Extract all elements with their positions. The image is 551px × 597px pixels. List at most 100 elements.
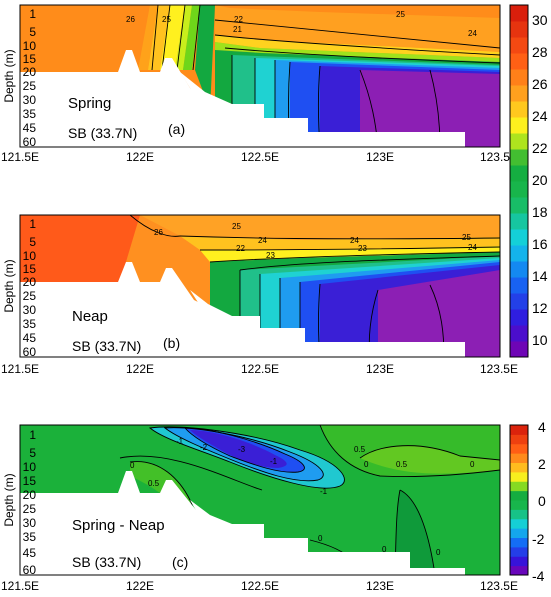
colorbar-tick-label: 22 bbox=[532, 140, 548, 156]
x-tick-label: 123.5E bbox=[480, 579, 518, 593]
panel-b-field: 26 25 24 24 25 23 22 23 24 bbox=[20, 215, 500, 357]
y-tick-label: 25 bbox=[23, 502, 37, 516]
colorbar-tick-label: 20 bbox=[532, 172, 548, 188]
y-tick-label: 35 bbox=[23, 107, 37, 121]
contour-label: 24 bbox=[468, 243, 477, 252]
contour-label: 0.5 bbox=[148, 479, 160, 488]
x-tick-label: 122E bbox=[126, 579, 154, 593]
y-tick-label: 1 bbox=[29, 428, 36, 442]
panel-c-field: -1 -2 -3 -1 0 0.5 0.5 0 -1 0.5 0 0 0 0 bbox=[20, 425, 500, 575]
colorbar-temperature: 10 12 14 16 18 20 22 24 26 28 30 bbox=[509, 4, 548, 358]
y-axis-title: Depth (m) bbox=[2, 49, 16, 102]
y-tick-label: 15 bbox=[23, 52, 37, 66]
colorbar-swatch bbox=[510, 490, 528, 501]
y-tick-label: 5 bbox=[29, 446, 36, 460]
contour-label: -1 bbox=[320, 487, 328, 496]
colorbar-swatch bbox=[510, 229, 528, 246]
y-tick-label: 45 bbox=[23, 121, 37, 135]
contour-label: 25 bbox=[462, 233, 471, 242]
contour-label: 25 bbox=[232, 222, 241, 231]
y-tick-label: 35 bbox=[23, 317, 37, 331]
panel-c: -1 -2 -3 -1 0 0.5 0.5 0 -1 0.5 0 0 0 0 S… bbox=[1, 424, 518, 593]
x-ticks: 121.5E 122E 122.5E 123E 123.5E bbox=[1, 579, 518, 593]
y-tick-label: 15 bbox=[23, 474, 37, 488]
y-axis-title: Depth (m) bbox=[2, 259, 16, 312]
y-tick-label: 1 bbox=[29, 217, 36, 231]
colorbar-tick-label: 14 bbox=[532, 268, 548, 284]
colorbar-swatch bbox=[510, 518, 528, 529]
panel-label: (a) bbox=[168, 121, 185, 137]
colorbar-tick-label: 10 bbox=[532, 332, 548, 348]
colorbar-swatch bbox=[510, 117, 528, 134]
colorbar-tick-label: -4 bbox=[532, 568, 545, 584]
contour-label: 26 bbox=[126, 15, 135, 24]
colorbar-swatch bbox=[510, 69, 528, 86]
colorbar-swatches bbox=[510, 425, 528, 576]
panel-label: (b) bbox=[163, 335, 180, 351]
x-tick-label: 122.5E bbox=[241, 362, 279, 376]
colorbar-swatch bbox=[510, 425, 528, 435]
contour-label: 0 bbox=[436, 548, 441, 557]
contour-label: 0 bbox=[382, 545, 387, 554]
contour-label: -3 bbox=[238, 445, 246, 454]
x-tick-label: 121.5E bbox=[1, 362, 39, 376]
contour-label: 22 bbox=[236, 244, 245, 253]
panel-b: 26 25 24 24 25 23 22 23 24 Neap SB (33.7… bbox=[1, 214, 518, 376]
contour-label: 0 bbox=[318, 534, 323, 543]
colorbar-frame bbox=[509, 424, 529, 576]
colorbar-swatch bbox=[510, 5, 528, 22]
contour-label: 0 bbox=[470, 460, 475, 469]
y-tick-label: 10 bbox=[23, 460, 37, 474]
x-tick-label: 121.5E bbox=[1, 150, 39, 164]
colorbar-swatch bbox=[510, 500, 528, 510]
y-tick-label: 5 bbox=[29, 235, 36, 249]
x-tick-label: 123E bbox=[366, 579, 394, 593]
colorbar-swatch bbox=[510, 197, 528, 214]
y-ticks: 1 5 10 15 20 25 30 35 45 60 bbox=[23, 217, 37, 359]
x-ticks: 121.5E 122E 122.5E 123E 123.5E bbox=[1, 150, 518, 164]
scenario-label: Spring - Neap bbox=[72, 517, 165, 534]
x-ticks: 121.5E 122E 122.5E 123E 123.5E bbox=[1, 362, 518, 376]
colorbar-swatch bbox=[510, 213, 528, 230]
y-tick-label: 10 bbox=[23, 39, 37, 53]
colorbar-swatch bbox=[510, 471, 528, 482]
colorbar-swatch bbox=[510, 85, 528, 102]
contour-label: 23 bbox=[358, 244, 367, 253]
contour-label: -1 bbox=[270, 457, 278, 466]
x-tick-label: 122E bbox=[126, 150, 154, 164]
colorbar-swatch bbox=[510, 453, 528, 464]
y-tick-label: 25 bbox=[23, 289, 37, 303]
x-tick-label: 121.5E bbox=[1, 579, 39, 593]
y-tick-label: 30 bbox=[23, 303, 37, 317]
contour-label: 24 bbox=[468, 29, 477, 38]
colorbar-tick-label: 12 bbox=[532, 300, 548, 316]
y-tick-label: 60 bbox=[23, 345, 37, 359]
colorbar-swatch bbox=[510, 565, 528, 576]
y-tick-label: 30 bbox=[23, 516, 37, 530]
colorbar-swatch bbox=[510, 528, 528, 539]
y-tick-label: 10 bbox=[23, 249, 37, 263]
x-tick-label: 123.5E bbox=[480, 362, 518, 376]
y-tick-label: 60 bbox=[23, 563, 37, 577]
contour-label: 0.5 bbox=[396, 460, 408, 469]
colorbar-swatch bbox=[510, 245, 528, 262]
colorbar-swatch bbox=[510, 293, 528, 310]
x-tick-label: 123E bbox=[366, 362, 394, 376]
colorbar-tick-label: 18 bbox=[532, 204, 548, 220]
colorbar-tick-label: -2 bbox=[532, 531, 545, 547]
colorbar-swatch bbox=[510, 509, 528, 520]
colorbar-swatch bbox=[510, 341, 528, 358]
colorbar-tick-label: 16 bbox=[532, 236, 548, 252]
panel-a: 26 25 22 25 24 21 Spring SB (33.7N) (a) … bbox=[1, 4, 518, 164]
colorbar-ticks: -4 -2 0 2 4 bbox=[532, 419, 546, 584]
colorbar-difference: -4 -2 0 2 4 bbox=[509, 419, 546, 584]
colorbar-swatch bbox=[510, 261, 528, 278]
y-ticks: 1 5 10 15 20 25 30 35 45 60 bbox=[23, 7, 37, 149]
x-tick-label: 122E bbox=[126, 362, 154, 376]
scenario-label: Spring bbox=[68, 95, 111, 112]
plot-frame bbox=[19, 424, 501, 576]
colorbar-swatch bbox=[510, 149, 528, 166]
panel-a-field: 26 25 22 25 24 21 bbox=[20, 5, 500, 147]
y-tick-label: 45 bbox=[23, 546, 37, 560]
